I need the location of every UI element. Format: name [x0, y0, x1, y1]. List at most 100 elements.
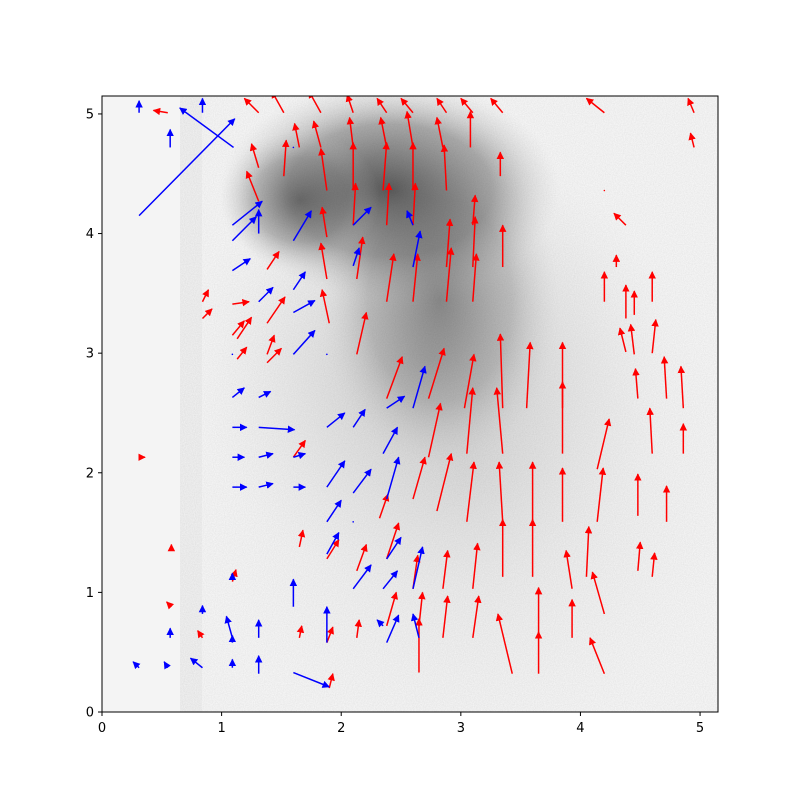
red-vector-22 — [292, 439, 306, 458]
blue-vector-24 — [258, 425, 296, 434]
blue-vector-52 — [376, 619, 385, 628]
red-vector-88 — [525, 341, 534, 409]
blue-vector-49 — [352, 247, 361, 267]
red-vector-8 — [232, 298, 250, 307]
x-tick-label-0: 0 — [98, 721, 106, 736]
red-vector-12 — [245, 170, 260, 202]
red-vector-62 — [440, 144, 449, 191]
red-vector-56 — [412, 456, 427, 500]
blue-vector-26 — [258, 286, 274, 303]
blue-vector-6 — [163, 661, 171, 670]
red-vector-20 — [266, 296, 286, 324]
blue-vector-43 — [326, 412, 346, 428]
red-vector-64 — [445, 247, 455, 302]
blue-vector-18 — [231, 353, 234, 356]
red-vector-110 — [635, 541, 644, 571]
red-vector-124 — [603, 189, 606, 192]
blue-vector-19 — [231, 258, 251, 272]
red-vector-34 — [345, 96, 354, 113]
red-vector-30 — [319, 289, 330, 324]
red-vector-115 — [651, 318, 659, 354]
red-vector-96 — [563, 549, 573, 589]
x-tick-label-3: 3 — [457, 721, 465, 736]
blue-vector-5 — [132, 661, 141, 670]
blue-vector-22 — [258, 451, 274, 459]
blue-vector-38 — [292, 146, 295, 149]
blue-vector-58 — [412, 365, 427, 409]
red-vector-103 — [589, 637, 606, 675]
series-blue-arrows — [132, 97, 427, 688]
red-vector-108 — [617, 327, 627, 353]
red-vector-74 — [472, 253, 480, 302]
blue-vector-57 — [386, 395, 406, 409]
red-vector-101 — [590, 571, 606, 615]
blue-vector-62 — [406, 210, 414, 226]
red-vector-9 — [231, 320, 245, 336]
red-vector-112 — [627, 323, 636, 355]
red-vector-106 — [613, 212, 627, 226]
red-vector-69 — [442, 595, 451, 638]
blue-vector-60 — [410, 613, 420, 639]
blue-vector-42 — [326, 460, 346, 488]
red-vector-79 — [472, 595, 482, 638]
red-vector-60 — [436, 97, 448, 114]
blue-vector-23 — [258, 481, 274, 489]
red-vector-54 — [411, 182, 419, 226]
red-vector-31 — [326, 539, 340, 560]
blue-vector-46 — [352, 521, 354, 523]
red-vector-21 — [266, 334, 276, 355]
blue-vector-17 — [231, 387, 245, 399]
red-vector-70 — [460, 97, 474, 114]
red-vector-55 — [412, 253, 421, 302]
red-vector-61 — [434, 116, 444, 148]
blue-vector-20 — [231, 216, 257, 242]
red-vector-66 — [427, 402, 443, 458]
blue-vector-3 — [138, 118, 236, 217]
red-vector-122 — [687, 97, 695, 114]
plot-area — [102, 96, 718, 712]
blue-vector-47 — [352, 468, 372, 494]
blue-vector-33 — [293, 671, 330, 688]
blue-vector-39 — [326, 499, 342, 523]
red-vector-2 — [166, 601, 175, 610]
red-vector-77 — [466, 461, 477, 522]
red-vector-120 — [677, 365, 686, 409]
red-vector-46 — [385, 253, 397, 302]
y-axis: 0 1 2 3 4 5 — [86, 107, 102, 721]
red-vector-32 — [326, 626, 334, 643]
red-vector-102 — [584, 525, 593, 577]
red-vector-28 — [319, 206, 328, 238]
blue-vector-37 — [292, 210, 312, 242]
red-vector-15 — [266, 347, 282, 364]
red-vector-41 — [354, 619, 362, 638]
red-vector-18 — [282, 139, 290, 177]
red-vector-5 — [201, 289, 210, 303]
red-vector-63 — [445, 218, 454, 268]
blue-vector-61 — [412, 230, 423, 268]
red-vector-75 — [463, 353, 477, 409]
red-vector-113 — [632, 367, 640, 399]
blue-vector-31 — [293, 451, 307, 460]
red-vector-29 — [318, 242, 328, 280]
blue-vector-44 — [326, 353, 328, 356]
red-vector-123 — [688, 132, 696, 148]
blue-vector-7 — [189, 657, 203, 669]
red-vector-6 — [152, 107, 168, 116]
red-vector-10 — [243, 97, 260, 114]
red-vector-4 — [201, 308, 213, 320]
blue-vector-40 — [326, 531, 340, 555]
blue-vector-36 — [292, 271, 306, 291]
blue-vector-25 — [258, 390, 272, 399]
x-tick-label-4: 4 — [576, 721, 584, 736]
red-vector-76 — [466, 387, 476, 454]
red-vector-84 — [493, 387, 504, 454]
blue-vector-4 — [179, 107, 235, 149]
x-tick-label-2: 2 — [337, 721, 345, 736]
red-vector-17 — [292, 122, 301, 148]
y-tick-label-1: 1 — [86, 586, 94, 601]
red-vector-26 — [311, 120, 322, 148]
y-tick-label-5: 5 — [86, 107, 94, 122]
red-vector-25 — [308, 96, 322, 114]
y-tick-label-0: 0 — [86, 706, 94, 721]
